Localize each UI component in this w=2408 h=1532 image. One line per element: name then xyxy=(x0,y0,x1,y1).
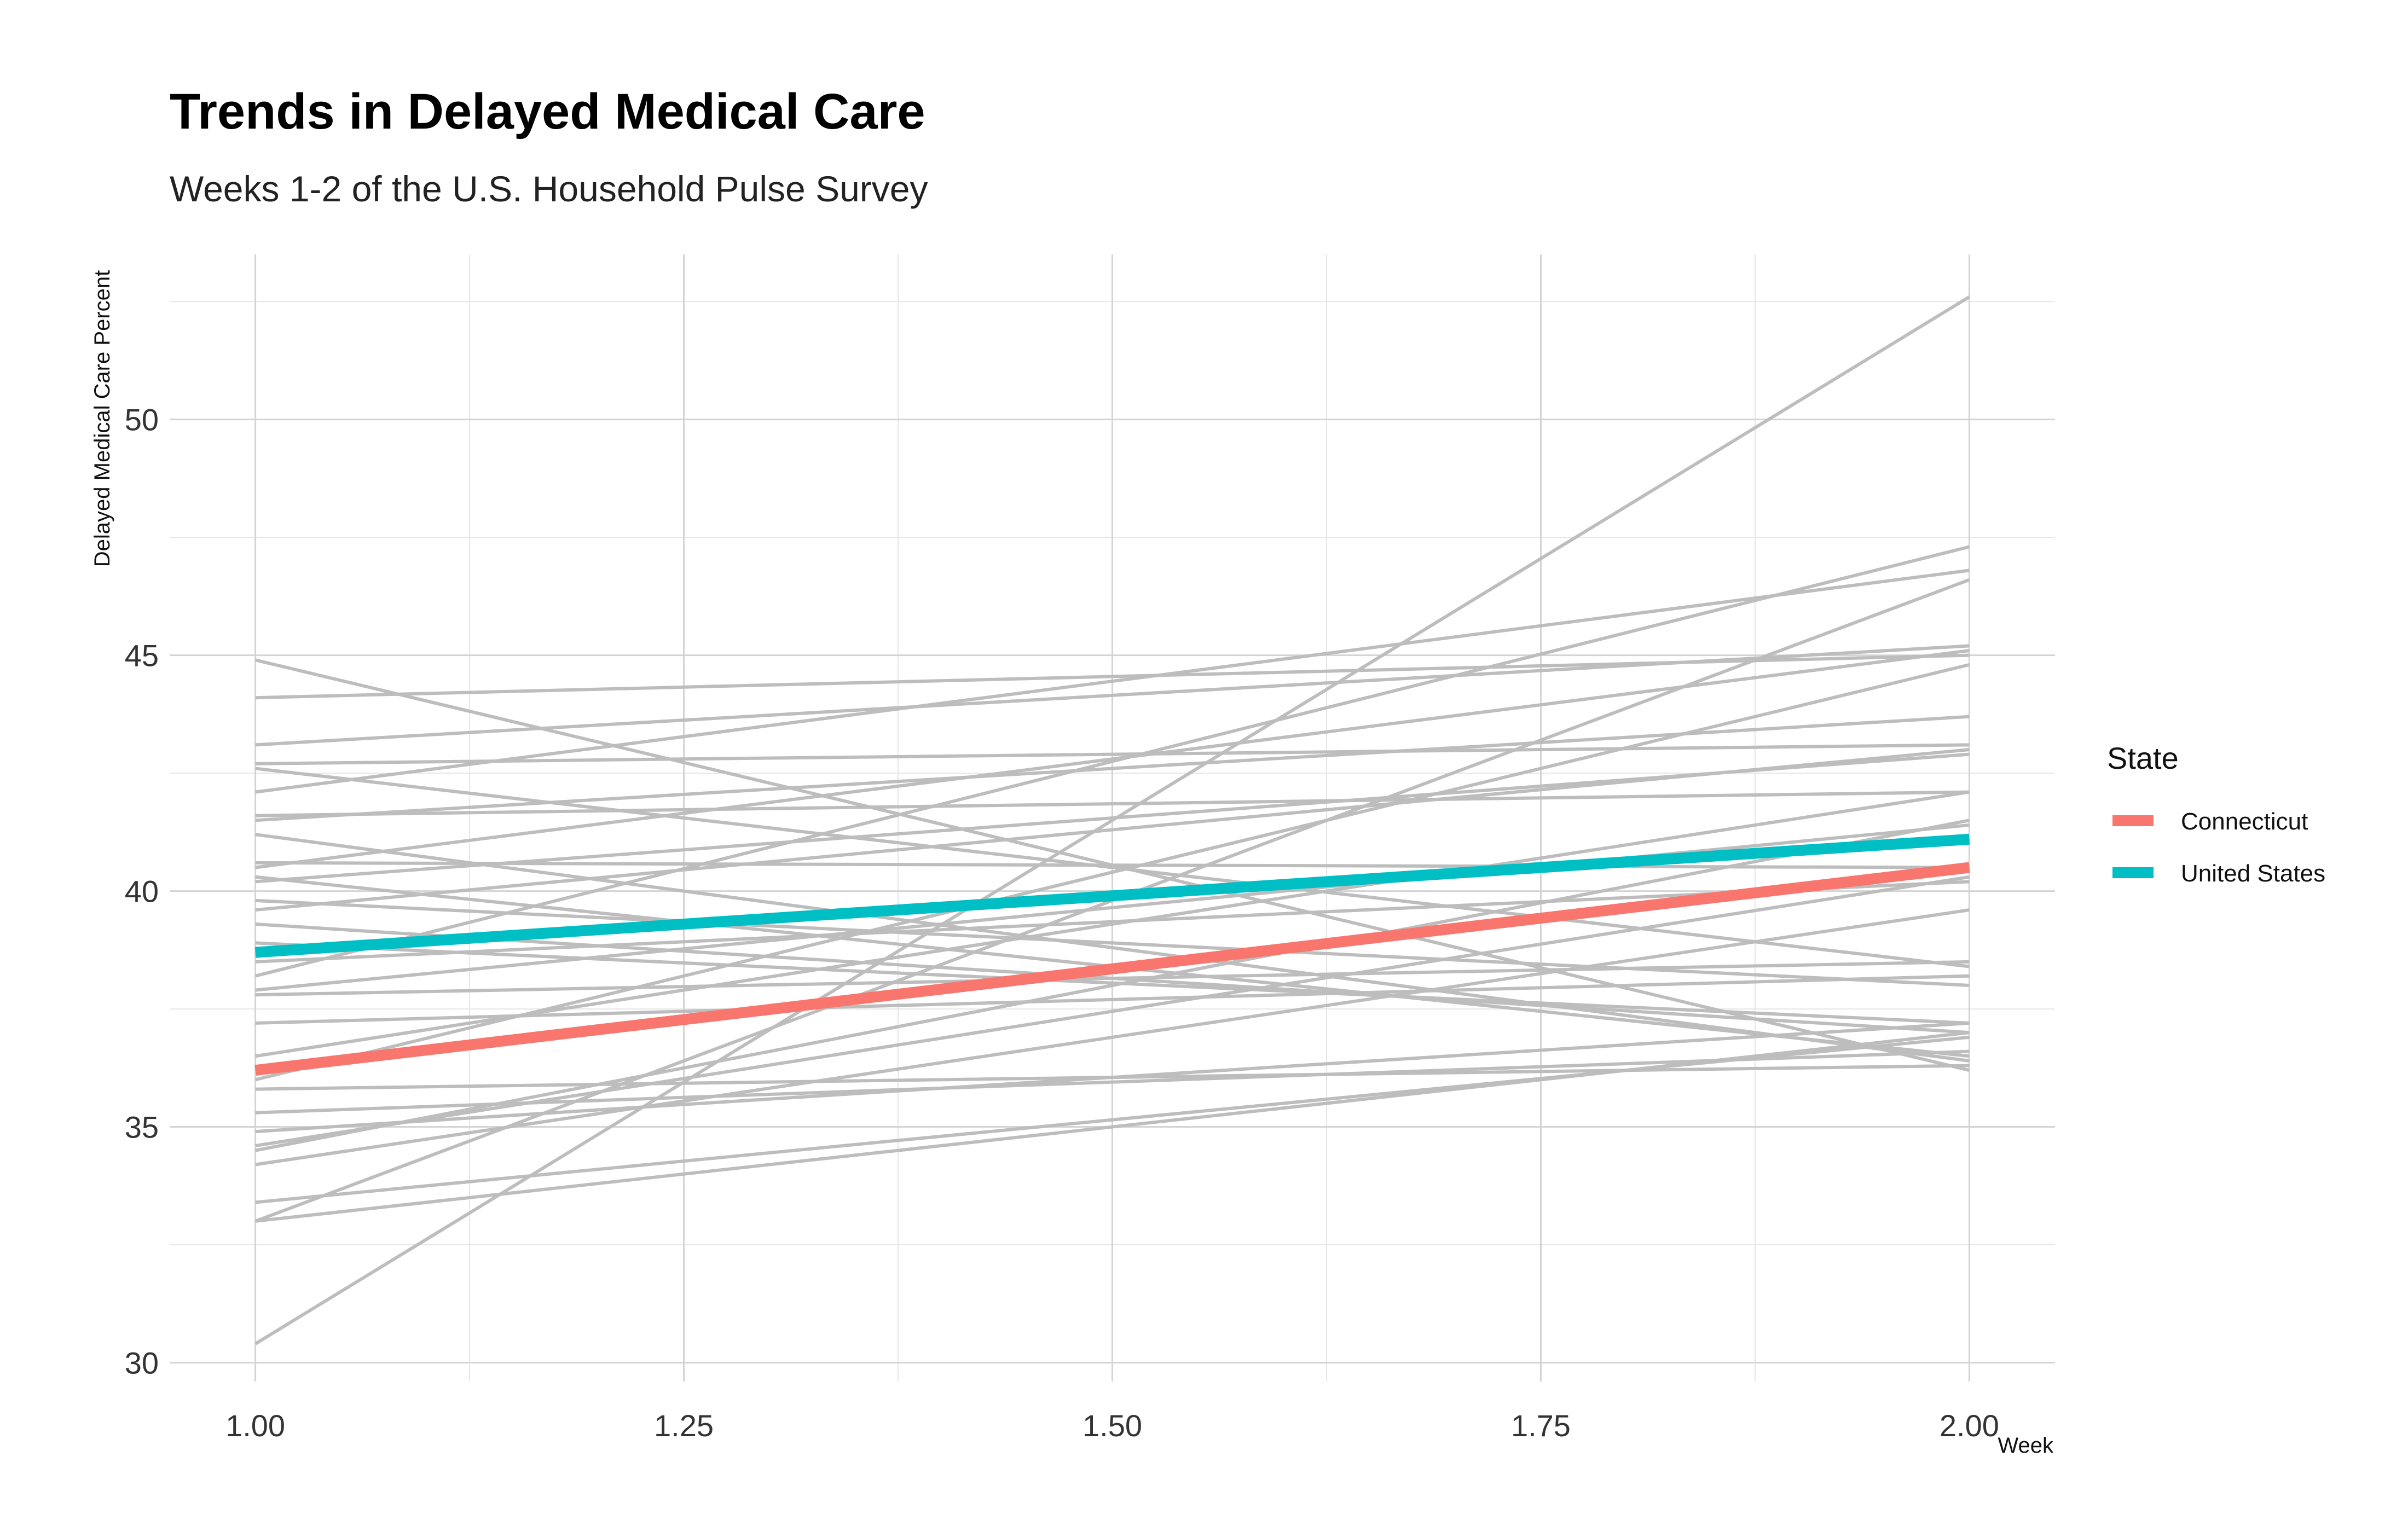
connecticut-line xyxy=(254,862,1970,1076)
x-tick-label: 1.75 xyxy=(1511,1408,1571,1443)
chart-title: Trends in Delayed Medical Care xyxy=(170,84,925,140)
state-line xyxy=(255,743,1970,765)
state-line xyxy=(254,545,1970,978)
state-line xyxy=(255,790,1970,817)
state-line xyxy=(255,823,1970,992)
y-tick-label: 40 xyxy=(125,874,159,909)
state-line xyxy=(255,861,1970,869)
state-line xyxy=(255,644,1970,747)
legend-label-united-states: United States xyxy=(2181,860,2325,887)
state-line xyxy=(255,1031,1970,1223)
united-states-line xyxy=(254,833,1970,958)
x-tick-label: 2.00 xyxy=(1940,1408,1999,1443)
x-tick-label: 1.25 xyxy=(654,1408,714,1443)
state-line xyxy=(255,908,1970,1167)
x-tick-label: 1.50 xyxy=(1083,1408,1142,1443)
y-tick-label: 35 xyxy=(125,1110,159,1145)
legend-title: State xyxy=(2107,741,2179,775)
legend-label-connecticut: Connecticut xyxy=(2181,808,2308,835)
state-line xyxy=(255,880,1970,964)
state-line xyxy=(255,819,1970,1152)
y-tick-label: 30 xyxy=(125,1346,159,1380)
state-line xyxy=(255,898,1970,987)
state-line xyxy=(255,974,1970,1025)
chart-subtitle: Weeks 1-2 of the U.S. Household Pulse Su… xyxy=(170,169,928,209)
legend-item-connecticut: Connecticut xyxy=(2112,808,2308,835)
background-state-lines xyxy=(254,295,1970,1345)
legend: State Connecticut United States xyxy=(2107,741,2325,887)
state-line xyxy=(255,960,1970,997)
highlight-lines xyxy=(254,833,1970,1076)
legend-item-united-states: United States xyxy=(2112,860,2325,887)
state-line xyxy=(254,295,1970,1345)
state-line xyxy=(255,875,1970,1148)
y-tick-label: 45 xyxy=(125,639,159,673)
x-axis-ticks: 1.00 1.25 1.50 1.75 2.00 xyxy=(225,1408,1999,1443)
state-line xyxy=(255,941,1970,1025)
y-axis-title: Delayed Medical Care Percent xyxy=(90,270,114,567)
state-line xyxy=(255,748,1970,912)
x-tick-label: 1.00 xyxy=(225,1408,285,1443)
x-axis-title: Week xyxy=(1998,1434,2054,1458)
state-line xyxy=(255,833,1970,1063)
y-axis-ticks: 30 35 40 45 50 xyxy=(125,403,159,1380)
state-line xyxy=(255,568,1970,794)
state-line xyxy=(254,663,1970,1082)
y-tick-label: 50 xyxy=(125,403,159,437)
